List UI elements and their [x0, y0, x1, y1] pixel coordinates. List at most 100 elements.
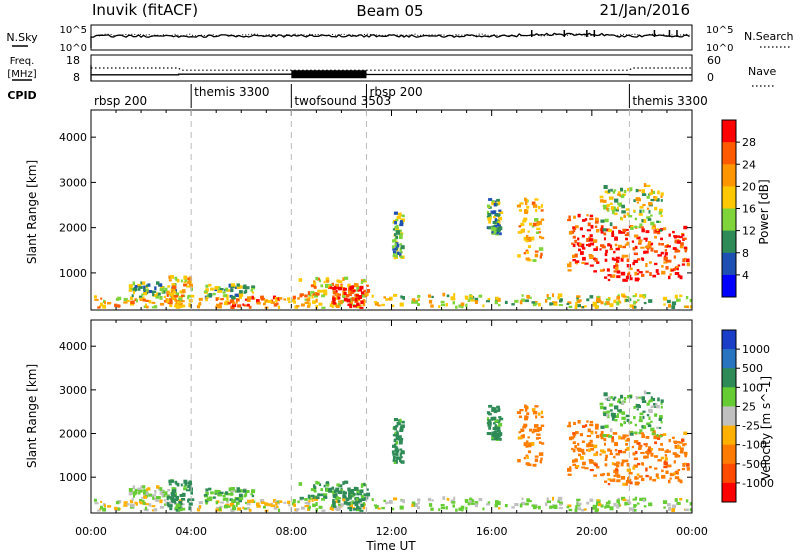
power-cell: [453, 293, 456, 297]
velocity-cell: [499, 417, 504, 421]
velocity-cell: [592, 507, 596, 510]
velocity-cell: [532, 463, 537, 467]
power-cell: [628, 215, 633, 218]
velocity-cell: [626, 446, 630, 451]
velocity-cell: [588, 443, 594, 447]
power-cell: [641, 228, 645, 233]
power-cell: [589, 214, 594, 218]
x-axis-label: Time UT: [365, 539, 416, 553]
power-cell: [640, 246, 645, 249]
velocity-cell: [498, 507, 501, 510]
velocity-cell: [318, 505, 323, 509]
power-echo-region: [329, 283, 365, 309]
velocity-cell: [589, 420, 594, 424]
power-cell: [674, 239, 677, 244]
velocity-cell: [589, 459, 593, 462]
vel-ytick-label: 2000: [59, 428, 87, 441]
power-cell: [615, 260, 620, 263]
velocity-cell: [400, 499, 404, 502]
power-cell: [392, 228, 395, 231]
velocity-cell: [658, 417, 662, 421]
power-cell: [307, 291, 310, 295]
power-cell: [599, 248, 602, 251]
velocity-cell: [237, 507, 242, 511]
power-cell: [486, 210, 490, 215]
velocity-colorbar-swatch: [722, 368, 736, 388]
velocity-colorbar-tick-label: -100: [742, 439, 767, 452]
velocity-cell: [399, 452, 402, 457]
velocity-cell: [310, 494, 315, 498]
velocity-cell: [617, 497, 620, 501]
power-cell: [392, 239, 396, 243]
power-cell: [270, 299, 274, 303]
velocity-cell: [256, 505, 261, 508]
power-cell: [525, 299, 529, 303]
velocity-cell: [391, 507, 395, 511]
velocity-cell: [313, 489, 317, 493]
velocity-cell: [674, 476, 680, 480]
power-cell: [270, 301, 275, 304]
velocity-cell: [604, 424, 609, 429]
power-cell: [559, 300, 563, 303]
velocity-cell: [366, 488, 369, 491]
power-cell: [361, 291, 365, 295]
power-cell: [205, 297, 208, 302]
velocity-cell: [143, 493, 146, 497]
velocity-cell: [349, 496, 352, 500]
velocity-cell: [638, 405, 641, 409]
power-cell: [589, 217, 594, 221]
power-cell: [633, 300, 636, 305]
power-cell: [245, 286, 250, 290]
power-cell: [671, 301, 677, 306]
nsky-label: N.Sky: [6, 31, 38, 44]
power-cell: [593, 248, 598, 251]
power-cell: [517, 254, 521, 258]
power-cell: [635, 273, 639, 276]
power-cell: [321, 306, 326, 309]
velocity-cell: [117, 507, 120, 511]
power-cell: [315, 276, 319, 281]
velocity-cell: [620, 401, 625, 405]
power-cell: [165, 298, 168, 302]
velocity-cell: [635, 477, 639, 480]
power-cell: [588, 236, 592, 240]
velocity-cell: [525, 444, 529, 448]
power-cell: [338, 286, 343, 291]
velocity-cell: [586, 420, 589, 423]
velocity-cell: [131, 497, 134, 501]
velocity-cell: [625, 414, 630, 418]
power-cell: [395, 218, 399, 222]
power-cell: [395, 230, 400, 233]
power-cell: [572, 243, 576, 248]
velocity-cell: [676, 501, 679, 506]
velocity-cell: [166, 502, 170, 506]
velocity-cell: [214, 492, 217, 495]
velocity-cell: [634, 423, 637, 427]
power-cell: [575, 302, 578, 306]
power-cell: [652, 274, 657, 278]
velocity-cell: [115, 501, 120, 505]
velocity-cell: [187, 484, 191, 489]
velocity-cell: [650, 405, 655, 408]
velocity-cell: [181, 507, 186, 511]
power-cell: [349, 304, 352, 308]
power-echo-region: [203, 283, 256, 300]
velocity-cell: [634, 457, 638, 460]
station-title: Inuvik (fitACF): [92, 1, 198, 19]
power-cell: [170, 288, 173, 291]
velocity-cell: [634, 481, 640, 486]
x-tick-label: 04:00: [175, 525, 207, 538]
velocity-cell: [333, 494, 336, 498]
velocity-cell: [293, 503, 296, 507]
power-cell: [621, 231, 626, 234]
power-cell: [524, 210, 528, 214]
power-cell: [524, 201, 528, 206]
power-cell: [397, 212, 400, 216]
power-cell: [580, 251, 584, 255]
power-cell: [494, 218, 497, 222]
power-cell: [486, 215, 490, 218]
velocity-cell: [584, 467, 589, 470]
velocity-cell: [188, 502, 193, 506]
power-cell: [232, 301, 235, 305]
velocity-cell: [275, 501, 278, 506]
